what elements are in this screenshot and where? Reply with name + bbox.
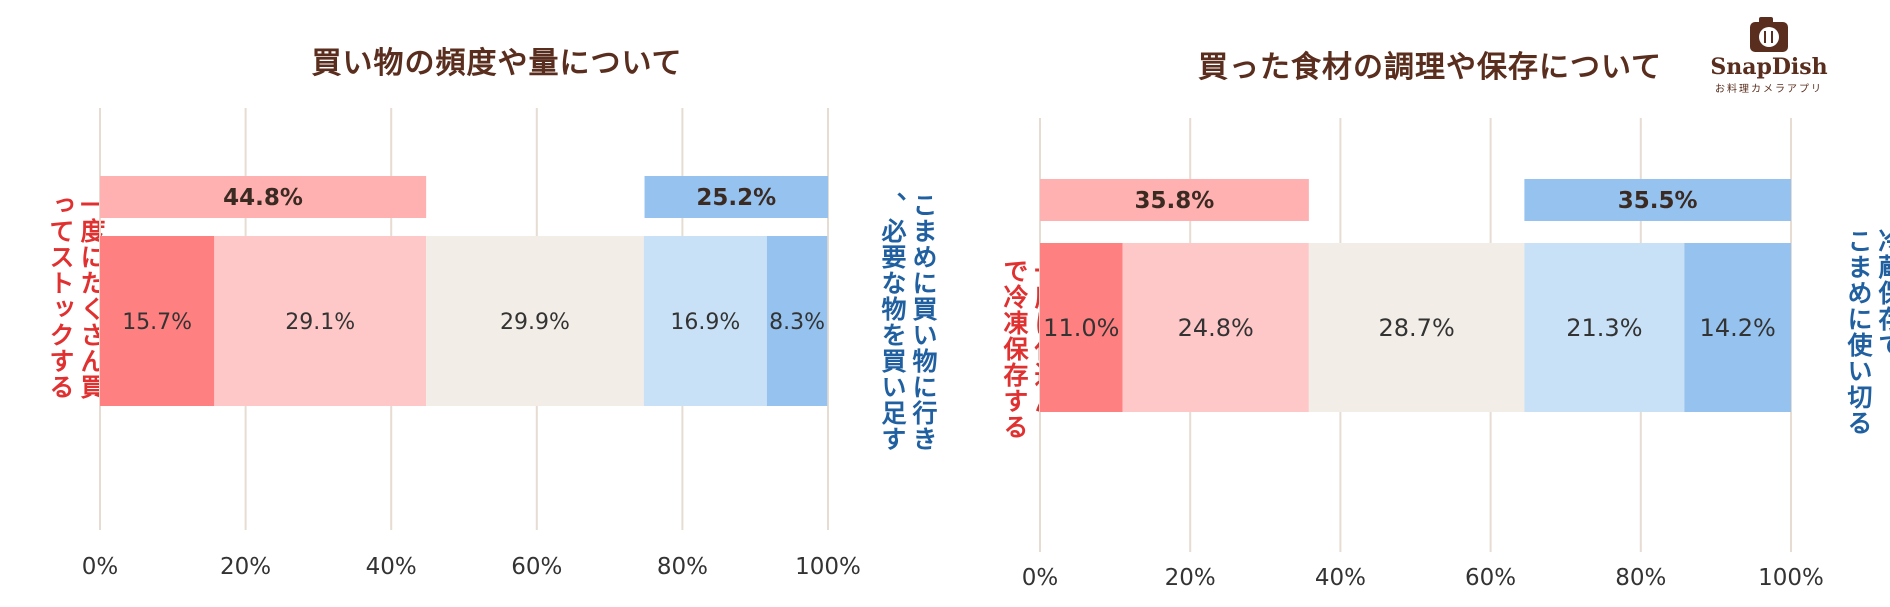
chart1-segment-label: 29.1% xyxy=(285,310,355,335)
chart1-segment-label: 16.9% xyxy=(670,310,740,335)
camera-icon xyxy=(1750,17,1788,52)
chart2-title: 買った食材の調理や保存について xyxy=(1197,50,1663,85)
chart1-segment-label: 29.9% xyxy=(500,310,570,335)
chart1-total-box xyxy=(100,176,427,218)
chart1-bar-segment xyxy=(214,236,427,406)
chart1-right-label: こまめに買い物に行き 、必要な物を買い足す xyxy=(846,192,1001,452)
chart2-segment-label: 24.8% xyxy=(1178,314,1254,342)
chart1-tick-label: 0% xyxy=(82,554,119,580)
chart1-title: 買い物の頻度や量について xyxy=(311,46,683,81)
chart2-bar-segment xyxy=(1524,243,1685,412)
chart2-tick-label: 0% xyxy=(1022,565,1059,591)
chart1-bar-segment xyxy=(766,236,828,406)
chart1-total-box xyxy=(644,176,828,218)
chart1-segment-label: 15.7% xyxy=(122,310,192,335)
chart2-segment-label: 28.7% xyxy=(1379,314,1455,342)
chart2-bar-segment xyxy=(1122,243,1309,412)
chart2-segment-label: 14.2% xyxy=(1700,314,1776,342)
chart1-total-label: 25.2% xyxy=(696,185,776,211)
chart1-right-label-text: こまめに買い物に行き 、必要な物を買い足す xyxy=(878,192,938,452)
chart2-total-box xyxy=(1040,179,1309,221)
chart1-tick-label: 60% xyxy=(511,554,562,580)
chart2-tick-label: 60% xyxy=(1465,565,1516,591)
chart1-bar-segment xyxy=(100,236,215,406)
chart2-total-box xyxy=(1524,179,1791,221)
chart1-bar-segment xyxy=(643,236,767,406)
chart1-segment-label: 8.3% xyxy=(769,310,825,335)
chart2-segment-label: 11.0% xyxy=(1043,314,1119,342)
chart2-bar-segment xyxy=(1308,243,1525,412)
chart2-tick-label: 80% xyxy=(1615,565,1666,591)
chart2-tick-label: 20% xyxy=(1165,565,1216,591)
chart1-bar-segment xyxy=(426,236,644,406)
chart1-tick-label: 40% xyxy=(366,554,417,580)
chart2-bar-segment xyxy=(1684,243,1791,412)
chart1-total-label: 44.8% xyxy=(223,185,303,211)
chart2-total-label: 35.5% xyxy=(1618,188,1698,214)
logo-name: SnapDish xyxy=(1710,54,1828,80)
logo-tagline: お料理カメラアプリ xyxy=(1715,84,1823,95)
chart2-segment-label: 21.3% xyxy=(1566,314,1642,342)
chart2-right-label-text: 冷蔵保存で こまめに使い切る xyxy=(1844,228,1890,436)
chart2-tick-label: 40% xyxy=(1315,565,1366,591)
chart1-tick-label: 20% xyxy=(220,554,271,580)
chart2-total-label: 35.8% xyxy=(1135,188,1215,214)
chart2-bar-segment xyxy=(1040,243,1123,412)
chart2-right-label: 冷蔵保存で こまめに使い切る xyxy=(1812,228,1890,436)
chart2-tick-label: 100% xyxy=(1758,565,1824,591)
snapdish-logo: SnapDish お料理カメラアプリ xyxy=(1706,14,1832,95)
chart1-tick-label: 100% xyxy=(795,554,861,580)
chart1-tick-label: 80% xyxy=(657,554,708,580)
